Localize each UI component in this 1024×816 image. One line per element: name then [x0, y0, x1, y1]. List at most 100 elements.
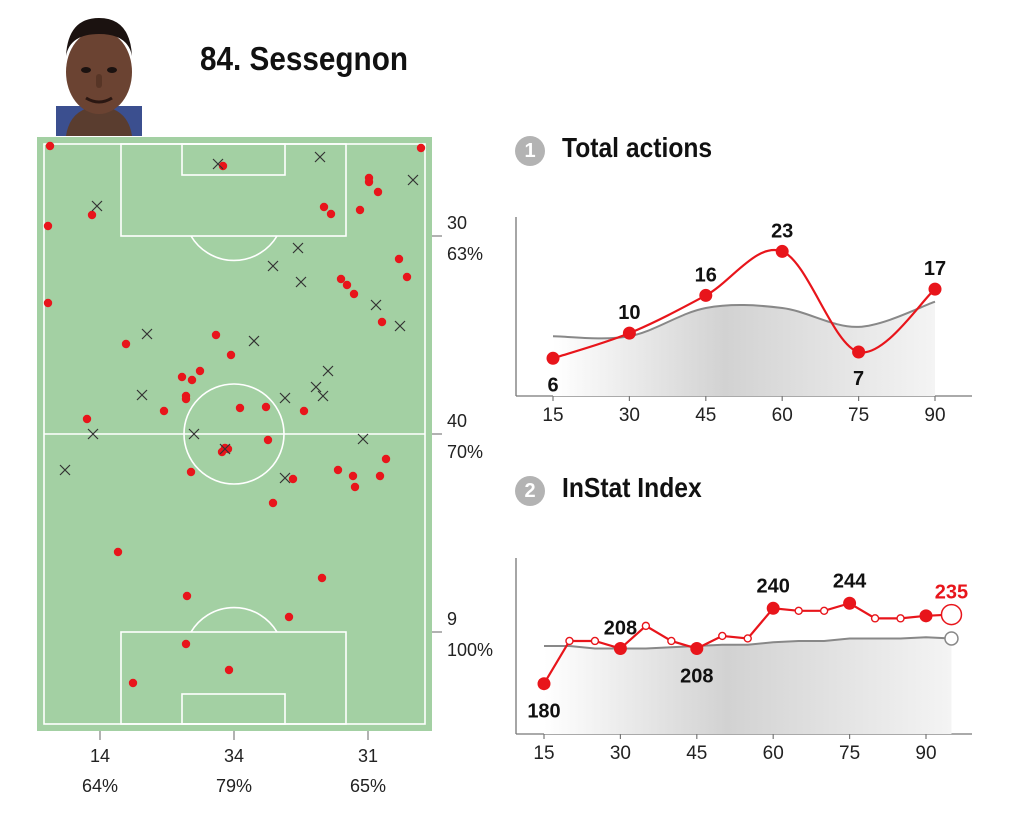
pitch-success-dot [284, 612, 294, 622]
minor-point [819, 606, 829, 615]
minor-point [794, 606, 803, 615]
pitch-success-dot [333, 465, 343, 475]
x-tick-label: 75 [839, 743, 860, 764]
data-point [852, 345, 866, 359]
pitch-fail-mark [310, 381, 322, 393]
pitch-fail-mark [267, 260, 279, 272]
average-area [544, 637, 952, 734]
pitch-success-dot [186, 467, 196, 477]
pitch-success-dot [261, 402, 271, 412]
data-point [699, 288, 713, 302]
minor-point [718, 631, 727, 641]
pitch-success-dot [355, 205, 365, 215]
pitch-success-dot [319, 202, 329, 212]
x-tick-label: 75 [848, 405, 869, 426]
player-photo-icon [56, 18, 142, 136]
pitch-success-dot [113, 547, 123, 557]
x-tick-label: 90 [915, 743, 936, 764]
data-point [766, 601, 780, 615]
average-line [544, 636, 952, 650]
lane-pct-left: 64% [82, 776, 118, 796]
data-point [622, 326, 636, 340]
pitch-success-dot [394, 254, 404, 264]
data-point [928, 282, 942, 296]
pitch-fail-mark [357, 433, 369, 445]
pitch-lines [43, 143, 426, 725]
pitch-fail-mark [248, 335, 260, 347]
pitch-fail-mark [279, 472, 291, 484]
data-point [537, 677, 551, 691]
pitch-fail-mark [317, 390, 329, 402]
pitch-fail-mark [219, 443, 231, 455]
pitch-success-dot [375, 471, 385, 481]
data-label: 23 [771, 220, 793, 242]
pitch-fail-mark [136, 389, 148, 401]
x-tick-label: 60 [763, 743, 784, 764]
pitch-success-dot [218, 161, 228, 171]
pitch-success-dot [381, 454, 391, 464]
zone-pct-top: 63% [447, 244, 483, 264]
data-label: 208 [604, 618, 637, 640]
pitch-success-dot [128, 678, 138, 688]
minor-point [667, 636, 676, 646]
x-tick-label: 15 [542, 405, 563, 426]
lane-count-center: 34 [224, 746, 244, 766]
minor-point [590, 636, 600, 646]
pitch-success-dot [43, 221, 53, 231]
zone-pct-bottom: 100% [447, 640, 493, 660]
pitch-success-dot [121, 339, 131, 349]
zone-count-middle: 40 [447, 411, 467, 431]
x-tick-label: 30 [619, 405, 640, 426]
minor-point [743, 634, 752, 643]
pitch-success-dot [348, 471, 358, 481]
pitch-success-dot [182, 591, 192, 601]
section-2-title: InStat Index [562, 472, 702, 503]
pitch-fail-mark [188, 428, 200, 440]
pitch-success-dot [45, 141, 55, 151]
data-point [546, 351, 560, 365]
section-2-badge: 2 [515, 476, 545, 506]
minor-point [896, 614, 905, 623]
pitch-success-dot [211, 330, 221, 340]
x-tick-label: 15 [533, 743, 554, 764]
final-label: 235 [935, 582, 968, 604]
data-label: 17 [924, 258, 946, 280]
pitch-success-dot [317, 573, 327, 583]
data-point [843, 596, 857, 610]
minor-point [870, 614, 880, 623]
pitch-fail-mark [314, 151, 326, 163]
zone-ticks [99, 235, 442, 740]
data-label: 208 [680, 666, 713, 688]
lane-pct-center: 79% [216, 776, 252, 796]
pitch-success-dot [181, 394, 191, 404]
pitch-success-dot [235, 403, 245, 413]
pitch-fail-mark [59, 464, 71, 476]
pitch-fail-mark [87, 428, 99, 440]
pitch-fail-mark [370, 299, 382, 311]
data-point [919, 609, 933, 623]
pitch-success-dot [350, 482, 360, 492]
pitch-fail-mark [279, 392, 291, 404]
pitch-success-dot [268, 498, 278, 508]
pitch-success-dot [224, 665, 234, 675]
final-point [940, 603, 963, 626]
section-1-badge: 1 [515, 136, 545, 166]
data-point [775, 244, 789, 258]
pitch-success-dot [349, 289, 359, 299]
pitch-success-dot [82, 414, 92, 424]
data-point [613, 642, 627, 656]
zone-count-top: 30 [447, 213, 467, 233]
x-tick-label: 45 [686, 743, 707, 764]
data-label: 7 [853, 368, 864, 390]
data-point [690, 642, 704, 656]
pitch-success-dot [377, 317, 387, 327]
x-tick-label: 60 [772, 405, 793, 426]
minor-point [641, 621, 651, 631]
average-end-marker [944, 631, 959, 646]
pitch-fail-mark [394, 320, 406, 332]
pitch-success-dot [159, 406, 169, 416]
pitch-success-dot [263, 435, 273, 445]
pitch-success-dot [177, 372, 187, 382]
